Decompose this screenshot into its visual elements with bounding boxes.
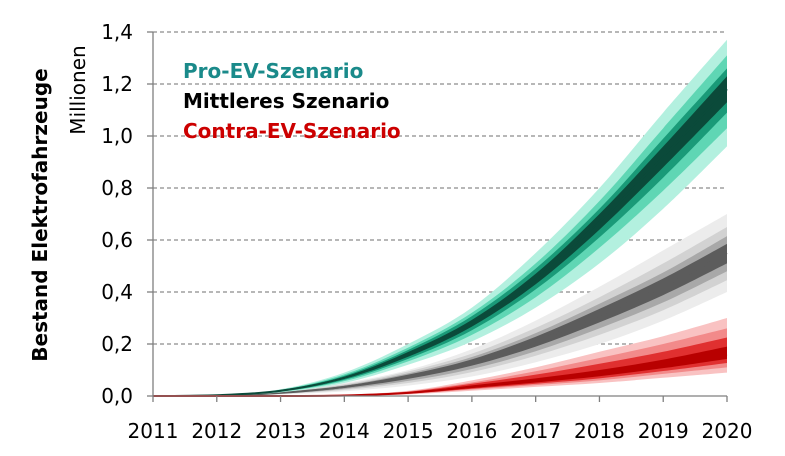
legend-mittleres-szenario: Mittleres Szenario — [183, 89, 389, 113]
y-tick-label: 1,4 — [101, 20, 133, 44]
y-axis-unit: Millionen — [66, 45, 90, 134]
x-tick-label: 2014 — [319, 419, 370, 443]
contra-ev-szenario-band-3 — [153, 337, 727, 397]
x-tick-label: 2016 — [446, 419, 497, 443]
y-tick-label: 0,6 — [101, 228, 133, 252]
x-tick-label: 2017 — [510, 419, 561, 443]
x-tick-label: 2020 — [702, 419, 753, 443]
y-axis-title: Bestand Elektrofahrzeuge — [28, 68, 52, 361]
mittleres-szenario-median-line — [152, 252, 728, 397]
y-tick-label: 1,2 — [101, 72, 133, 96]
y-tick-label: 0,0 — [101, 384, 133, 408]
y-tick-label: 0,2 — [101, 332, 133, 356]
x-tick-labels: 2011 2012 2013 2014 2015 2016 2017 2018 2019 2020 — [128, 419, 753, 443]
y-tick-label: 0,8 — [101, 176, 133, 200]
x-tick-label: 2015 — [383, 419, 434, 443]
legend-pro-ev-szenario: Pro-EV-Szenario — [183, 59, 363, 83]
x-tick-label: 2018 — [574, 419, 625, 443]
y-tick-labels: 0,0 0,2 0,4 0,6 0,8 1,0 1,2 1,4 — [101, 20, 133, 408]
x-tick-label: 2013 — [255, 419, 306, 443]
x-tick-label: 2012 — [191, 419, 242, 443]
scenario-bands — [152, 39, 728, 398]
legend-contra-ev-szenario: Contra-EV-Szenario — [183, 119, 401, 143]
y-tick-label: 0,4 — [101, 280, 133, 304]
y-tick-label: 1,0 — [101, 124, 133, 148]
x-tick-label: 2019 — [638, 419, 689, 443]
x-tick-label: 2011 — [128, 419, 179, 443]
legend: Pro-EV-Szenario Mittleres Szenario Contra-… — [183, 59, 401, 143]
axes — [147, 31, 728, 402]
pro-ev-szenario-median-line — [152, 88, 728, 397]
